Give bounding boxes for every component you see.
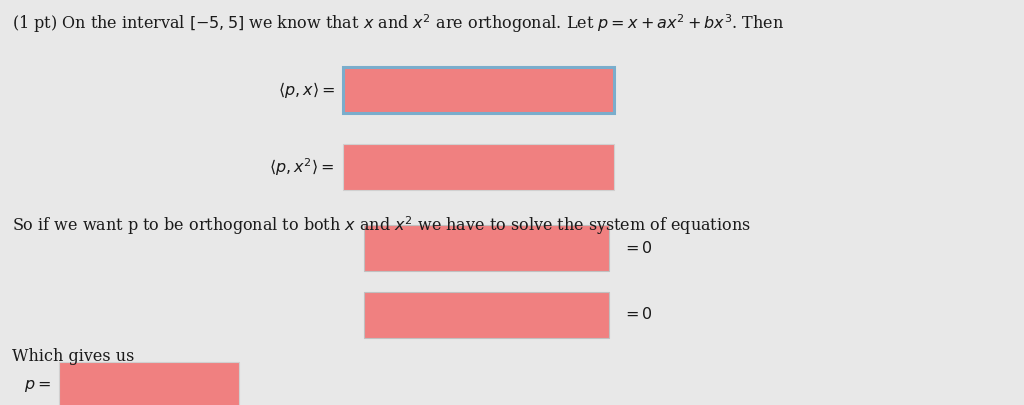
Text: (1 pt) On the interval $[-5, 5]$ we know that $x$ and $x^2$ are orthogonal. Let : (1 pt) On the interval $[-5, 5]$ we know… — [12, 12, 784, 35]
Text: Which gives us: Which gives us — [12, 348, 135, 365]
FancyBboxPatch shape — [343, 67, 614, 113]
Text: So if we want p to be orthogonal to both $x$ and $x^2$ we have to solve the syst: So if we want p to be orthogonal to both… — [12, 215, 751, 237]
Text: $p =$: $p =$ — [25, 377, 51, 394]
FancyBboxPatch shape — [364, 225, 609, 271]
Text: $\langle p, x\rangle =$: $\langle p, x\rangle =$ — [278, 80, 335, 100]
Text: $= 0$: $= 0$ — [622, 240, 652, 256]
FancyBboxPatch shape — [343, 144, 614, 190]
Text: $= 0$: $= 0$ — [622, 307, 652, 323]
Text: $\langle p, x^2\rangle =$: $\langle p, x^2\rangle =$ — [269, 156, 335, 178]
FancyBboxPatch shape — [364, 292, 609, 338]
FancyBboxPatch shape — [59, 362, 239, 405]
